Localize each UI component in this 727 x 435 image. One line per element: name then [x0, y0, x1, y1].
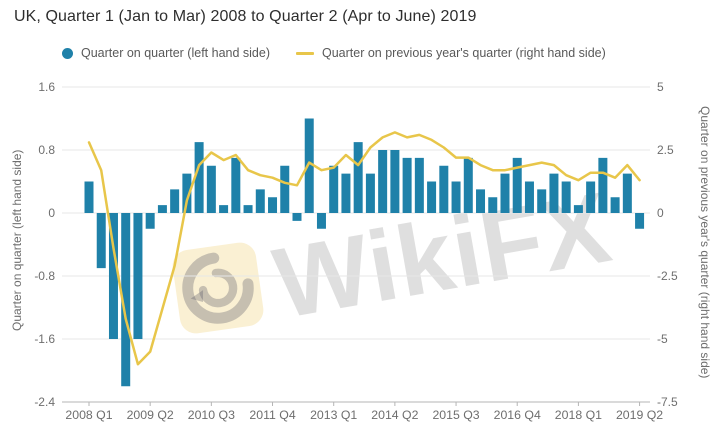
- x-axis-tick-label: 2016 Q4: [494, 408, 541, 422]
- right-axis-tick-label: -7.5: [657, 395, 678, 409]
- right-axis-tick-label: -5: [657, 332, 668, 346]
- bar-2011-q1[interactable]: [231, 157, 241, 213]
- bar-2012-q4[interactable]: [316, 213, 326, 229]
- bar-2011-q2[interactable]: [243, 205, 253, 213]
- right-axis-tick-label: 5: [657, 80, 664, 94]
- left-axis-tick-label: -0.8: [34, 269, 55, 283]
- bar-2016-q1[interactable]: [476, 189, 486, 213]
- bar-2009-q1[interactable]: [133, 213, 143, 339]
- bar-2013-q2[interactable]: [341, 173, 351, 213]
- bar-2008-q2[interactable]: [96, 213, 106, 269]
- bar-2009-q2[interactable]: [145, 213, 155, 229]
- bar-2015-q1[interactable]: [427, 181, 437, 214]
- bar-2015-q2[interactable]: [439, 165, 449, 213]
- bar-2010-q1[interactable]: [182, 173, 192, 213]
- line-series-marker-icon: [296, 51, 314, 55]
- right-axis-tick-label: 0: [657, 206, 664, 220]
- left-axis-tick-label: 0.8: [38, 143, 55, 157]
- bar-2011-q3[interactable]: [255, 189, 265, 213]
- bar-2015-q3[interactable]: [451, 181, 461, 214]
- left-axis-tick-label: 0: [48, 206, 55, 220]
- x-axis-tick-label: 2018 Q1: [555, 408, 602, 422]
- right-axis-tick-label: 2.5: [657, 143, 674, 157]
- bar-2010-q3[interactable]: [206, 165, 216, 213]
- x-axis-tick-label: 2019 Q2: [616, 408, 663, 422]
- year-on-year-line[interactable]: [87, 131, 641, 366]
- x-axis-tick-label: 2013 Q1: [310, 408, 357, 422]
- left-axis-tick-label: -1.6: [34, 332, 55, 346]
- bar-2018-q3[interactable]: [598, 157, 608, 213]
- right-axis-title: Quarter on previous year's quarter (righ…: [698, 106, 712, 379]
- left-axis-tick-label: 1.6: [38, 80, 55, 94]
- legend-label-bar: Quarter on quarter (left hand side): [81, 46, 270, 60]
- legend-label-line: Quarter on previous year's quarter (righ…: [322, 46, 606, 60]
- x-axis-tick-label: 2011 Q4: [249, 408, 295, 422]
- bar-2010-q2[interactable]: [194, 142, 204, 213]
- bar-2016-q2[interactable]: [488, 197, 498, 213]
- left-axis-tick-label: -2.4: [34, 395, 55, 409]
- right-axis-tick-label: -2.5: [657, 269, 678, 283]
- chart-legend: Quarter on quarter (left hand side) Quar…: [62, 46, 606, 60]
- bar-2014-q1[interactable]: [378, 150, 388, 213]
- x-axis-tick-label: 2008 Q1: [65, 408, 112, 422]
- bar-2010-q4[interactable]: [219, 205, 229, 213]
- bar-2009-q4[interactable]: [170, 189, 180, 213]
- bar-2017-q3[interactable]: [549, 173, 559, 213]
- chart-title: UK, Quarter 1 (Jan to Mar) 2008 to Quart…: [14, 8, 477, 25]
- bar-2014-q3[interactable]: [402, 157, 412, 213]
- bar-2019-q2[interactable]: [635, 213, 645, 229]
- bar-2012-q1[interactable]: [280, 165, 290, 213]
- bar-2015-q4[interactable]: [463, 157, 473, 213]
- bar-2014-q2[interactable]: [390, 150, 400, 213]
- bar-2018-q4[interactable]: [610, 197, 620, 213]
- bar-2017-q4[interactable]: [561, 181, 571, 214]
- bar-2012-q3[interactable]: [304, 118, 314, 214]
- legend-item-year-on-year[interactable]: Quarter on previous year's quarter (righ…: [296, 46, 606, 60]
- bar-2019-q1[interactable]: [622, 173, 632, 213]
- bar-2009-q3[interactable]: [157, 205, 167, 213]
- bar-series-marker-icon: [62, 47, 73, 59]
- bar-2013-q1[interactable]: [329, 165, 339, 213]
- bar-2008-q3[interactable]: [108, 213, 118, 339]
- bar-2013-q3[interactable]: [353, 142, 363, 213]
- bar-2018-q1[interactable]: [573, 205, 583, 213]
- bar-2017-q1[interactable]: [524, 181, 534, 214]
- bar-2016-q3[interactable]: [500, 173, 510, 213]
- bar-2016-q4[interactable]: [512, 157, 522, 213]
- bar-2012-q2[interactable]: [292, 213, 302, 221]
- x-axis-tick-label: 2009 Q2: [127, 408, 174, 422]
- bar-2011-q4[interactable]: [268, 197, 278, 213]
- x-axis-tick-label: 2010 Q3: [188, 408, 235, 422]
- left-axis-title: Quarter on quarter (left hand side): [10, 149, 24, 331]
- bar-2008-q1[interactable]: [84, 181, 94, 214]
- bar-2014-q4[interactable]: [414, 157, 424, 213]
- x-axis-tick-label: 2014 Q2: [371, 408, 418, 422]
- x-axis-tick-label: 2015 Q3: [432, 408, 479, 422]
- bar-2008-q4[interactable]: [121, 213, 131, 387]
- bar-2013-q4[interactable]: [365, 173, 375, 213]
- bar-2017-q2[interactable]: [537, 189, 547, 213]
- legend-item-quarter-on-quarter[interactable]: Quarter on quarter (left hand side): [62, 46, 270, 60]
- bar-2018-q2[interactable]: [586, 181, 596, 214]
